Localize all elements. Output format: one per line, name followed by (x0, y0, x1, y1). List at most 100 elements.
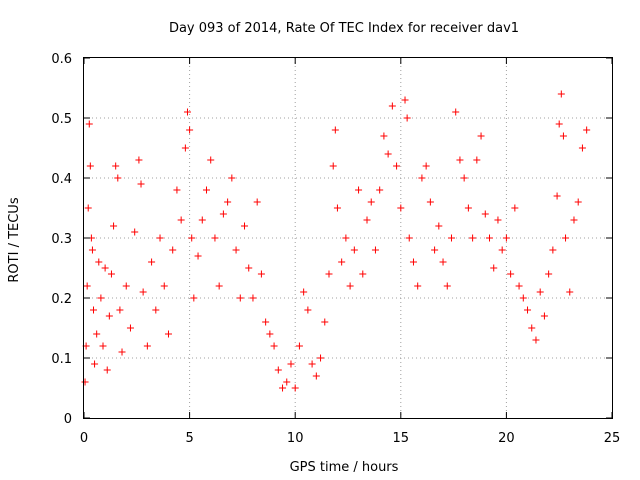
data-point (367, 198, 375, 206)
data-point (122, 282, 130, 290)
data-point (266, 330, 274, 338)
data-point (232, 246, 240, 254)
data-point (566, 288, 574, 296)
data-point (473, 156, 481, 164)
data-point (583, 126, 591, 134)
data-point (190, 294, 198, 302)
y-tick-label: 0.3 (51, 232, 72, 247)
data-point (112, 162, 120, 170)
data-point (338, 258, 346, 266)
y-axis-label: ROTI / TECUs (7, 197, 22, 282)
data-point (207, 156, 215, 164)
data-point (452, 108, 460, 116)
data-point (188, 234, 196, 242)
data-point (110, 222, 118, 230)
data-point (186, 126, 194, 134)
data-point (443, 282, 451, 290)
data-points (81, 90, 591, 392)
x-tick-label: 15 (393, 431, 410, 446)
data-point (519, 294, 527, 302)
data-point (88, 246, 96, 254)
data-point (105, 312, 113, 320)
data-point (350, 246, 358, 254)
y-tick-label: 0.5 (51, 112, 72, 127)
data-point (515, 282, 523, 290)
x-axis-label: GPS time / hours (290, 460, 399, 475)
data-point (490, 264, 498, 272)
data-point (363, 216, 371, 224)
data-point (532, 336, 540, 344)
data-point (181, 144, 189, 152)
data-point (90, 306, 98, 314)
data-point (325, 270, 333, 278)
data-point (194, 252, 202, 260)
data-point (388, 102, 396, 110)
data-point (439, 258, 447, 266)
data-point (143, 342, 151, 350)
data-point (91, 360, 99, 368)
data-point (249, 294, 257, 302)
y-tick-label: 0.6 (51, 52, 72, 67)
data-point (557, 90, 565, 98)
x-tick-label: 0 (80, 431, 88, 446)
data-point (224, 198, 232, 206)
data-point (274, 366, 282, 374)
data-point (418, 174, 426, 182)
data-point (414, 282, 422, 290)
data-point (295, 342, 303, 350)
data-point (469, 234, 477, 242)
data-point (279, 384, 287, 392)
data-point (152, 306, 160, 314)
data-point (107, 270, 115, 278)
data-point (380, 132, 388, 140)
data-point (308, 360, 316, 368)
data-point (95, 258, 103, 266)
data-point (317, 354, 325, 362)
data-point (85, 120, 93, 128)
data-point (431, 246, 439, 254)
data-point (211, 234, 219, 242)
data-point (236, 294, 244, 302)
data-point (507, 270, 515, 278)
data-point (164, 330, 172, 338)
data-point (456, 156, 464, 164)
data-point (126, 324, 134, 332)
data-point (502, 234, 510, 242)
data-point (139, 288, 147, 296)
data-point (477, 132, 485, 140)
data-point (228, 174, 236, 182)
x-tick-label: 20 (498, 431, 515, 446)
data-point (555, 120, 563, 128)
data-point (464, 204, 472, 212)
data-point (312, 372, 320, 380)
data-point (545, 270, 553, 278)
data-point (355, 186, 363, 194)
data-point (511, 204, 519, 212)
data-point (426, 198, 434, 206)
data-point (135, 156, 143, 164)
data-point (574, 198, 582, 206)
data-point (219, 210, 227, 218)
data-point (549, 246, 557, 254)
data-point (447, 234, 455, 242)
data-point (359, 270, 367, 278)
grid (84, 58, 612, 418)
data-point (559, 132, 567, 140)
data-point (562, 234, 570, 242)
data-point (384, 150, 392, 158)
data-point (540, 312, 548, 320)
y-tick-label: 0 (64, 412, 72, 427)
data-point (578, 144, 586, 152)
data-point (481, 210, 489, 218)
data-point (253, 198, 261, 206)
data-point (291, 384, 299, 392)
data-point (81, 378, 89, 386)
data-point (287, 360, 295, 368)
data-point (321, 318, 329, 326)
data-point (177, 216, 185, 224)
data-point (300, 288, 308, 296)
data-point (241, 222, 249, 230)
data-point (257, 270, 265, 278)
chart-title: Day 093 of 2014, Rate Of TEC Index for r… (169, 21, 519, 36)
